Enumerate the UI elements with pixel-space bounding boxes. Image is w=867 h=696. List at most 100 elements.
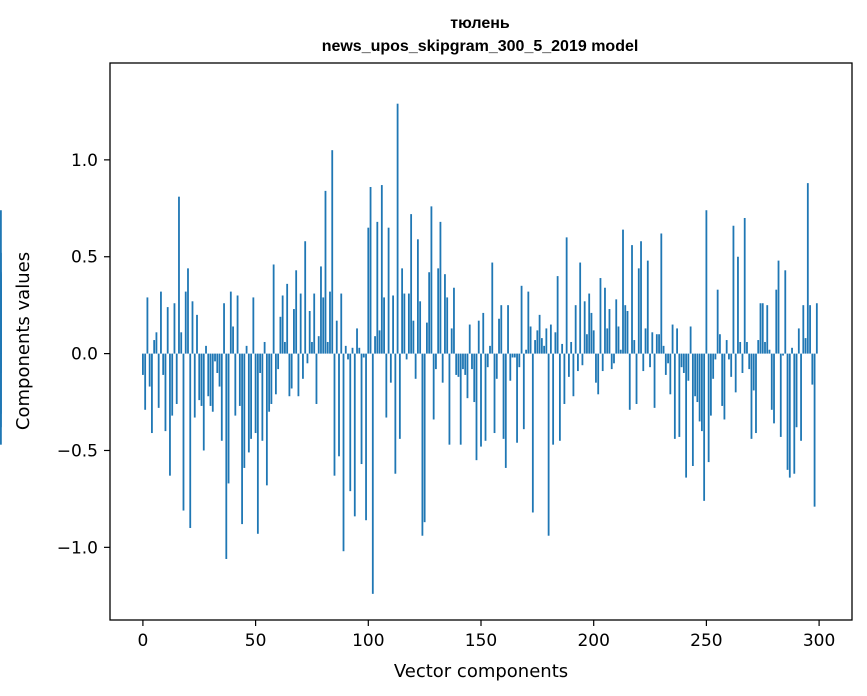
bar — [773, 353, 775, 424]
bar — [777, 260, 780, 354]
bar — [716, 289, 719, 354]
bar — [272, 264, 275, 354]
plot-frame — [109, 62, 853, 621]
bar — [200, 353, 203, 406]
bar — [196, 314, 198, 354]
bar — [419, 301, 422, 354]
bar — [365, 353, 367, 521]
bar — [236, 295, 239, 354]
bar-series — [0, 103, 818, 594]
bar — [471, 353, 473, 370]
bar — [491, 262, 494, 354]
bar — [362, 353, 365, 358]
bar — [410, 214, 413, 354]
y-tick-label: 0.0 — [71, 345, 98, 365]
bar — [813, 353, 816, 507]
bar — [660, 233, 663, 354]
bar — [601, 353, 604, 372]
bar — [770, 353, 773, 410]
bar — [218, 353, 221, 387]
bar — [721, 353, 724, 406]
bar — [696, 353, 699, 403]
bar — [750, 353, 753, 439]
bar — [676, 328, 678, 354]
bar — [752, 353, 755, 391]
bar — [486, 353, 489, 368]
bar — [371, 353, 374, 594]
bar — [268, 353, 271, 412]
bar — [407, 293, 410, 354]
bar — [520, 285, 523, 354]
y-tick-label: 0.5 — [71, 248, 98, 268]
bar — [144, 353, 147, 410]
bar — [786, 353, 789, 470]
bar — [529, 326, 532, 354]
bar — [225, 353, 228, 559]
bar — [171, 353, 174, 416]
bar — [189, 353, 192, 528]
bar — [261, 353, 264, 441]
bar — [649, 353, 651, 368]
bar — [815, 303, 818, 354]
bar — [448, 353, 451, 445]
bar — [385, 353, 388, 418]
bar — [590, 312, 593, 354]
bar — [782, 353, 784, 356]
bar — [389, 353, 392, 383]
bar — [545, 328, 548, 354]
bar — [673, 353, 676, 439]
bar — [311, 341, 313, 354]
bar — [396, 103, 399, 354]
bar — [766, 305, 769, 354]
bar — [234, 353, 237, 416]
bar — [482, 312, 485, 354]
bar — [205, 345, 207, 354]
bar — [741, 353, 744, 373]
x-tick-label: 150 — [465, 631, 497, 651]
bar — [450, 328, 453, 354]
bar — [516, 353, 518, 443]
bar — [468, 324, 471, 354]
bar — [466, 353, 469, 399]
bar — [351, 347, 354, 354]
bar — [315, 353, 318, 404]
bar — [383, 297, 385, 354]
bar — [755, 353, 757, 434]
bar — [552, 353, 555, 445]
bar — [556, 276, 559, 354]
bar — [764, 341, 766, 354]
bar — [220, 353, 223, 441]
bar — [518, 353, 521, 368]
bar — [489, 345, 491, 354]
bar — [784, 270, 787, 354]
bar — [293, 309, 295, 354]
bar — [507, 305, 509, 354]
bar — [707, 353, 710, 463]
bar — [599, 278, 602, 354]
bar — [811, 353, 814, 385]
bar — [662, 345, 665, 354]
bar — [353, 353, 356, 517]
bar — [227, 353, 230, 484]
bar — [549, 324, 552, 354]
bar — [462, 353, 464, 370]
bar — [513, 353, 516, 358]
x-tick-label: 50 — [245, 631, 267, 651]
bar — [401, 268, 404, 354]
bar — [146, 297, 149, 354]
bar — [737, 256, 739, 354]
bar — [459, 353, 462, 445]
bar — [642, 353, 645, 372]
bar — [453, 287, 455, 354]
bar — [504, 353, 507, 468]
bar — [182, 353, 185, 511]
bar — [394, 353, 397, 474]
bar — [0, 353, 2, 373]
bar — [757, 340, 760, 354]
bar — [565, 237, 568, 354]
bar — [473, 353, 476, 403]
bar — [806, 183, 809, 354]
bar — [802, 305, 805, 354]
bar — [421, 353, 424, 536]
